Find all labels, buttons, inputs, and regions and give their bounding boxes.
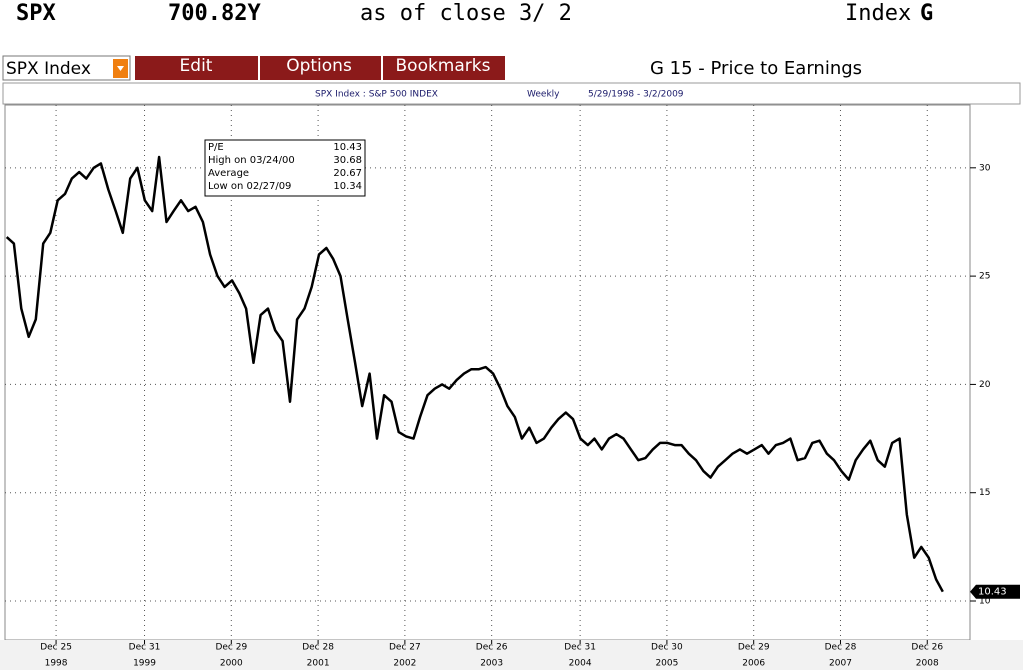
info-value: 30.68 — [333, 155, 362, 166]
x-axis-strip — [0, 640, 1023, 670]
function: G — [920, 1, 933, 26]
x-tick-year: 2001 — [307, 659, 330, 669]
info-value: 20.67 — [333, 168, 362, 179]
pe-line — [5, 155, 944, 593]
menu-label: Bookmarks — [396, 56, 491, 76]
plot-area — [4, 104, 971, 641]
menu-label: Options — [286, 56, 352, 76]
x-tick-year: 2008 — [916, 659, 939, 669]
menu-edit[interactable] — [135, 56, 258, 80]
info-label: High on 03/24/00 — [208, 155, 295, 166]
x-tick-label: Dec 27 — [389, 643, 421, 653]
range: 5/29/1998 - 3/2/2009 — [588, 90, 684, 100]
x-tick-label: Dec 29 — [215, 643, 247, 653]
x-tick-year: 2006 — [742, 659, 765, 669]
info-label: Low on 02/27/09 — [208, 181, 291, 192]
x-tick-label: Dec 31 — [564, 643, 596, 653]
as-of: as of close 3/ 2 — [360, 1, 572, 26]
last-value-label: 10.43 — [978, 587, 1007, 598]
y-tick-label: 25 — [979, 272, 990, 282]
x-tick-year: 2007 — [829, 659, 852, 669]
x-tick-label: Dec 25 — [40, 643, 72, 653]
info-value: 10.34 — [333, 181, 362, 192]
security-box[interactable] — [2, 55, 131, 81]
x-tick-year: 1998 — [45, 659, 68, 669]
menu-bookmarks[interactable] — [383, 56, 505, 80]
menu-options[interactable] — [260, 56, 381, 80]
x-tick-label: Dec 26 — [911, 643, 943, 653]
menu-label: Edit — [180, 56, 213, 76]
security: SPX Index — [6, 59, 91, 79]
x-tick-year: 2002 — [393, 659, 416, 669]
dropdown-arrow — [117, 66, 124, 71]
x-tick-year: 2005 — [655, 659, 678, 669]
x-tick-label: Dec 30 — [651, 643, 683, 653]
x-tick-year: 2004 — [569, 659, 592, 669]
price: 700.82Y — [168, 1, 261, 26]
x-tick-year: 2003 — [480, 659, 503, 669]
plot: 10 15 20 25 30 Dec 25 1998 Dec 31 1999 Dec 29 2000… — [5, 105, 1020, 669]
y-tick-label: 30 — [979, 163, 991, 173]
info-label: P/E — [208, 142, 224, 153]
info-value: 10.43 — [333, 142, 362, 153]
y-tick-label: 15 — [979, 488, 990, 498]
info-label: Average — [208, 168, 249, 179]
y-tick-label: 10 — [979, 597, 991, 607]
x-tick-label: Dec 28 — [302, 643, 334, 653]
x-tick-label: Dec 26 — [476, 643, 508, 653]
x-tick-year: 2000 — [220, 659, 243, 669]
last-value-badge — [970, 584, 1020, 599]
frequency: Weekly — [527, 90, 560, 100]
info-box — [204, 139, 366, 197]
x-tick-year: 1999 — [133, 659, 156, 669]
ticker: SPX — [16, 1, 56, 26]
page-title: G 15 - Price to Earnings — [650, 58, 862, 79]
x-tick-label: Dec 31 — [129, 643, 161, 653]
y-tick-label: 20 — [979, 380, 991, 390]
market: Index — [845, 1, 911, 26]
sub-security: SPX Index : S&P 500 INDEX — [315, 90, 438, 100]
x-tick-label: Dec 28 — [825, 643, 857, 653]
x-tick-label: Dec 29 — [738, 643, 770, 653]
subheader — [2, 82, 1021, 105]
